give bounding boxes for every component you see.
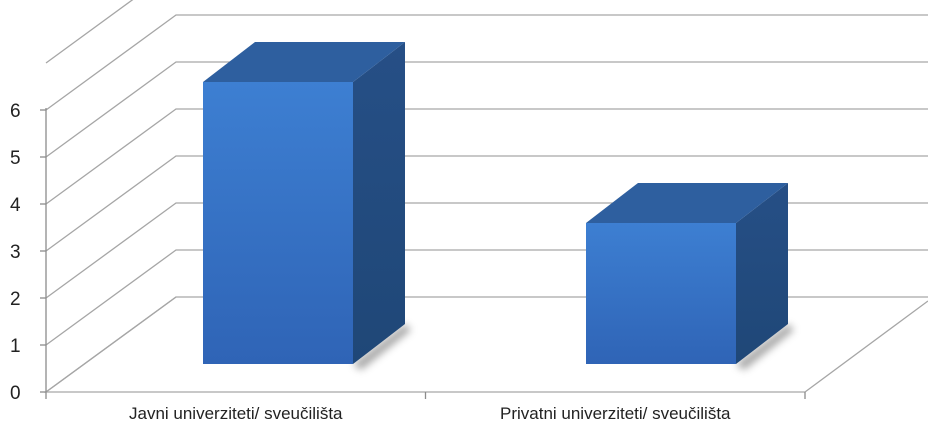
bar-front	[586, 223, 736, 364]
bar-front	[203, 82, 353, 364]
y-tick-label: 5	[10, 148, 21, 169]
bar-top	[586, 183, 788, 223]
y-tick-label: 0	[10, 383, 21, 404]
y-tick-label: 1	[10, 336, 21, 357]
y-axis-labels: 0 1 2 3 4 5 6	[10, 101, 21, 404]
bar-shadow	[736, 324, 794, 370]
y-tick-label: 6	[10, 101, 21, 122]
gridline	[45, 14, 928, 111]
category-label: Javni univerziteti/ sveučilišta	[129, 404, 343, 423]
y-tick-label: 2	[10, 289, 21, 310]
bar-top	[203, 42, 405, 82]
axes	[40, 108, 928, 399]
y-tick-label: 4	[10, 195, 21, 216]
gridline	[45, 155, 928, 252]
x-axis-labels: Javni univerziteti/ sveučilišta Privatni …	[129, 404, 731, 423]
bar-shadow	[353, 324, 411, 370]
category-label: Privatni univerziteti/ sveučilišta	[500, 404, 731, 423]
gridline	[45, 296, 928, 393]
y-tick-label: 3	[10, 242, 21, 263]
bars	[203, 42, 794, 370]
bar-side	[353, 42, 405, 364]
gridline	[45, 0, 134, 64]
bar-side	[736, 183, 788, 364]
floor	[44, 296, 928, 393]
gridlines	[45, 0, 928, 393]
gridline	[45, 61, 928, 158]
gridline	[45, 108, 928, 205]
bar	[586, 183, 794, 370]
bar	[203, 42, 411, 370]
